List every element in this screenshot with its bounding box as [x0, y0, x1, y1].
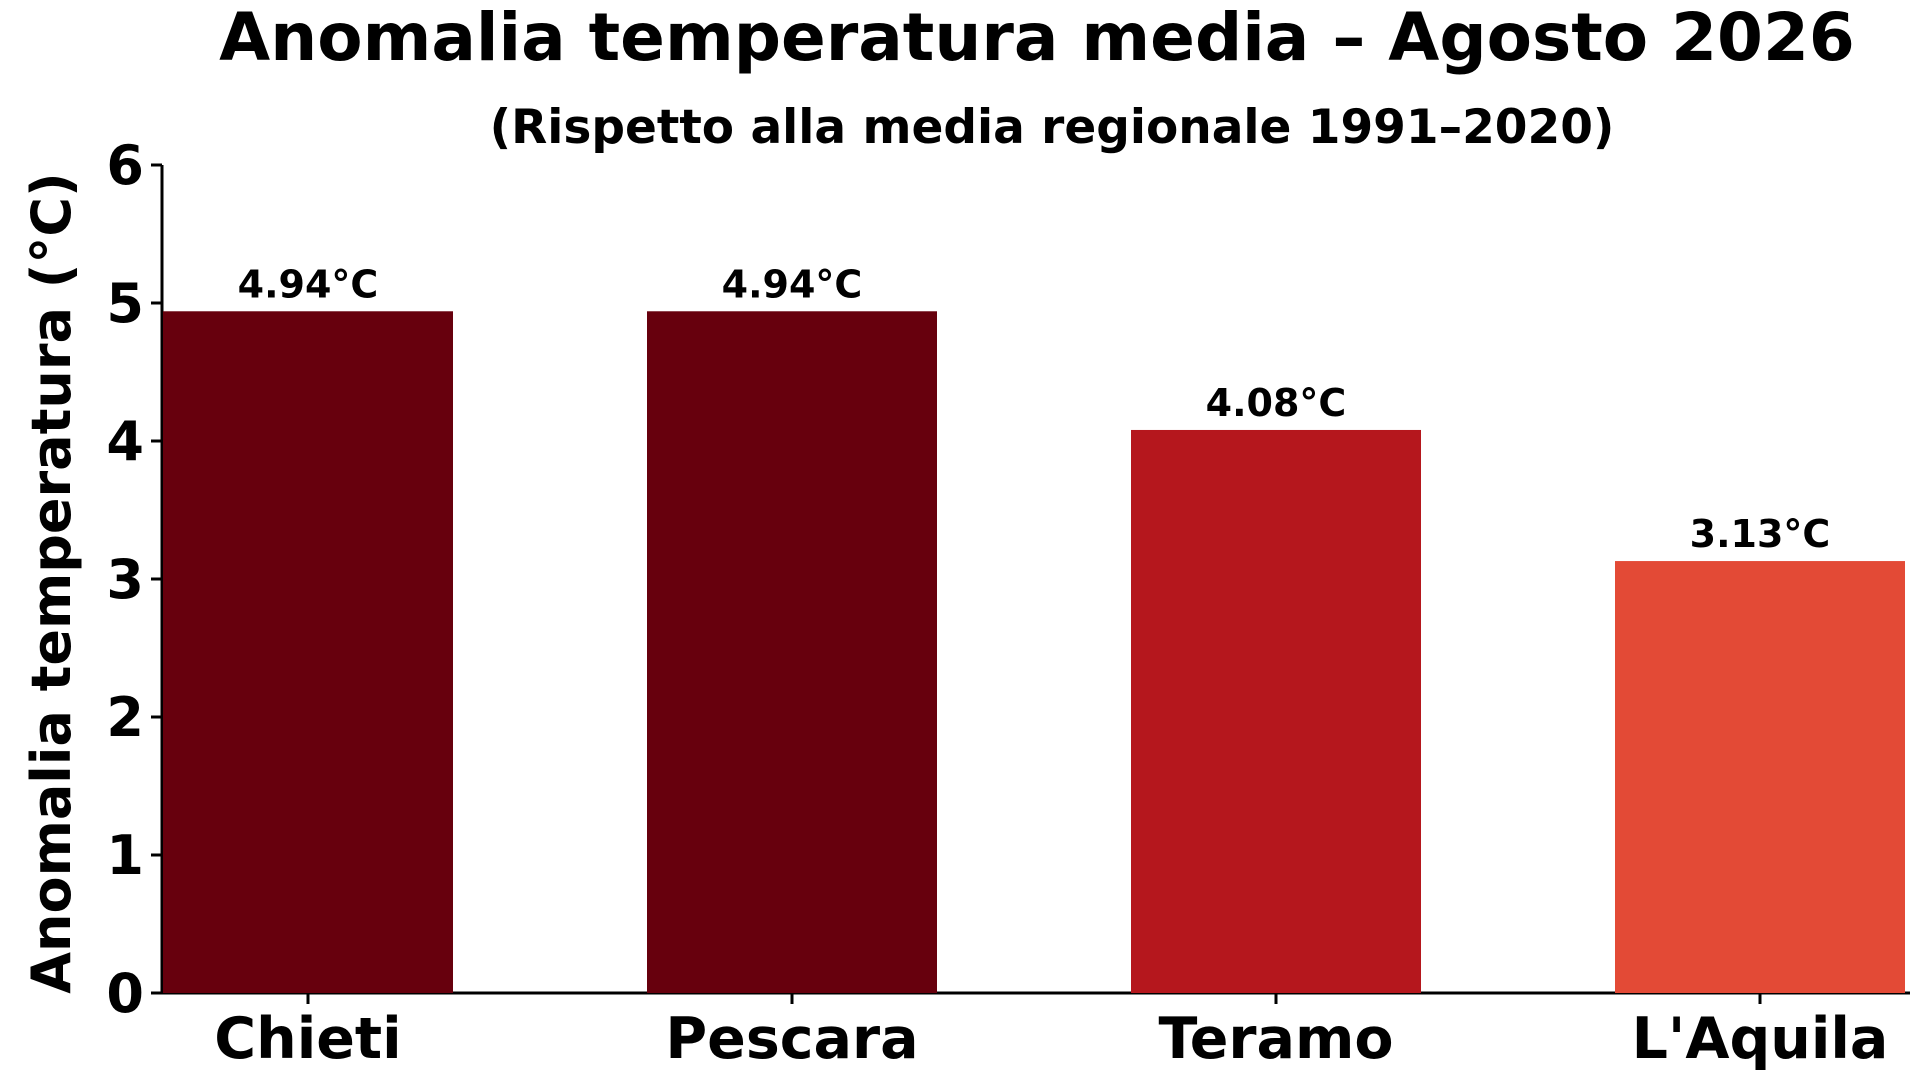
y-tick-label: 0	[106, 962, 144, 1025]
bar-value-label: 4.94°C	[238, 262, 379, 306]
bar-3	[1615, 561, 1905, 993]
x-tick-labels: Chieti Pescara Teramo L'Aquila	[214, 1006, 1888, 1072]
bars	[163, 311, 1905, 994]
y-tick-label: 6	[106, 134, 144, 197]
x-tick-label: Teramo	[1158, 1006, 1393, 1072]
y-tick-label: 4	[106, 410, 144, 473]
bar-1	[647, 311, 937, 993]
y-axis-label: Anomalia temperatura (°C)	[20, 172, 83, 993]
x-tick-label: Pescara	[665, 1006, 918, 1072]
chart-title: Anomalia temperatura media – Agosto 2026	[219, 0, 1855, 76]
y-tick-label: 1	[106, 824, 144, 887]
bar-2	[1131, 429, 1421, 994]
bar-value-label: 4.08°C	[1206, 381, 1347, 425]
y-tick-label: 3	[106, 548, 144, 611]
bar-0	[163, 311, 453, 993]
bar-value-label: 3.13°C	[1690, 512, 1831, 556]
chart-subtitle: (Rispetto alla media regionale 1991–2020…	[490, 100, 1615, 155]
bar-value-labels: 4.94°C 4.94°C 4.08°C 3.13°C	[238, 262, 1831, 556]
x-tick-label: Chieti	[214, 1006, 401, 1072]
x-tick-label: L'Aquila	[1632, 1006, 1889, 1072]
bar-value-label: 4.94°C	[722, 262, 863, 306]
y-tick-label: 5	[106, 272, 144, 335]
y-tick-label: 2	[106, 686, 144, 749]
y-tick-labels: 0 1 2 3 4 5 6	[106, 134, 144, 1025]
